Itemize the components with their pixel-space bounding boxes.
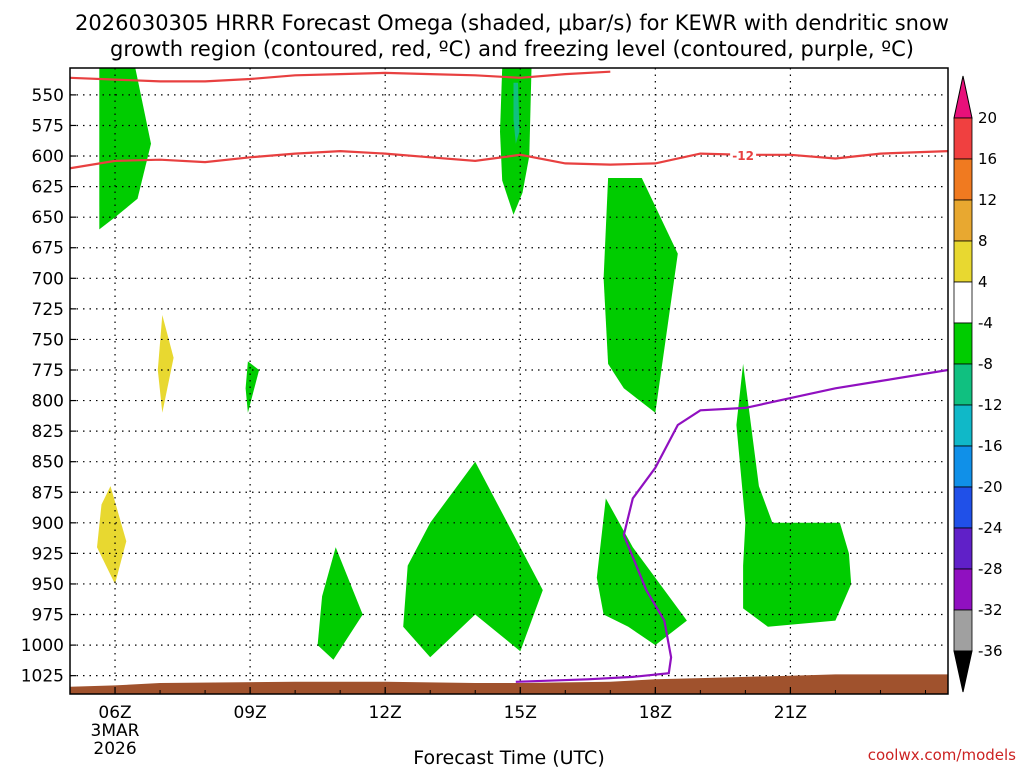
x-tick-label: 09Z <box>233 703 266 723</box>
colorbar-tick-label: 12 <box>978 191 997 209</box>
y-tick-label: 550 <box>32 86 64 106</box>
omega-region-9 <box>403 461 543 658</box>
colorbar-tick-label: 8 <box>978 232 988 250</box>
colorbar-segment <box>953 568 973 611</box>
y-tick-label: 850 <box>32 453 64 473</box>
x-tick-label: 15Z <box>504 703 537 723</box>
credit-link[interactable]: coolwx.com/models <box>868 746 1016 764</box>
x-tick-label: 06Z <box>98 703 131 723</box>
colorbar-segment <box>953 609 973 652</box>
omega-region-4 <box>603 178 678 413</box>
omega-region-5 <box>157 315 174 413</box>
terrain-ground <box>70 674 948 694</box>
colorbar-tick-label: -36 <box>978 642 1003 660</box>
colorbar-top-arrow <box>953 75 973 119</box>
y-tick-label: 625 <box>32 178 64 198</box>
colorbar-tick-label: 20 <box>978 109 997 127</box>
chart-title-line2: growth region (contoured, red, ºC) and f… <box>110 37 914 61</box>
omega-region-6 <box>245 361 260 413</box>
plot-frame <box>69 67 949 695</box>
y-tick-label: 1000 <box>21 636 64 656</box>
colorbar-tick-label: -16 <box>978 437 1003 455</box>
colorbar-tick-label: -12 <box>978 396 1003 414</box>
y-tick-label: 800 <box>32 392 64 412</box>
colorbar-segment <box>953 158 973 201</box>
date-label-year: 2026 <box>93 739 136 759</box>
y-tick-label: 600 <box>32 147 64 167</box>
time-axis: 06Z 09Z 12Z 15Z 18Z 21Z <box>69 687 926 723</box>
y-tick-label: 650 <box>32 208 64 228</box>
colorbar-tick-label: -28 <box>978 560 1003 578</box>
colorbar-segment <box>953 527 973 570</box>
omega-region-11 <box>736 363 852 627</box>
colorbar-segment <box>953 240 973 283</box>
colorbar-tick-label: -20 <box>978 478 1003 496</box>
plot-grid <box>70 68 948 694</box>
y-tick-label: 1025 <box>21 667 64 687</box>
contour-lines: -12 <box>70 70 948 683</box>
y-tick-label: 750 <box>32 330 64 350</box>
colorbar-segment <box>953 281 973 324</box>
colorbar-tick-label: -8 <box>978 355 993 373</box>
omega-region-3 <box>513 82 520 144</box>
colorbar-segment <box>953 199 973 242</box>
colorbar-segment <box>953 363 973 406</box>
date-label-month: 3MAR <box>91 721 140 741</box>
x-tick-label: 12Z <box>369 703 402 723</box>
y-tick-label: 575 <box>32 116 64 136</box>
y-tick-label: 975 <box>32 606 64 626</box>
omega-region-10 <box>596 498 687 646</box>
contour-label-bg <box>730 148 757 164</box>
pressure-axis: 550 575 600 625 650 675 700 725 750 775 800 825 850 8… <box>21 86 76 687</box>
y-tick-label: 925 <box>32 544 64 564</box>
y-tick-label: 725 <box>32 300 64 320</box>
x-tick-label: 21Z <box>774 703 807 723</box>
contour-label: -12 <box>732 149 754 163</box>
y-tick-label: 825 <box>32 422 64 442</box>
colorbar-segment <box>953 486 973 529</box>
omega-region-1 <box>99 68 151 230</box>
y-tick-label: 775 <box>32 361 64 381</box>
colorbar-segment <box>953 445 973 488</box>
colorbar-segment <box>953 117 973 160</box>
colorbar-tick-label: -24 <box>978 519 1003 537</box>
omega-region-7 <box>97 486 127 584</box>
colorbar-tick-label: -4 <box>978 314 993 332</box>
omega-colorbar: 20 16 12 8 4 -4 -8 -12 -16 -20 -24 -28 -32 -36 <box>953 75 1003 693</box>
terrain-fill <box>70 674 948 694</box>
freezing-level-contour <box>515 368 948 683</box>
omega-shaded-regions <box>97 68 852 660</box>
omega-region-8 <box>317 547 363 660</box>
y-tick-label: 900 <box>32 514 64 534</box>
x-tick-label: 18Z <box>639 703 672 723</box>
colorbar-bottom-arrow <box>953 650 973 693</box>
dgz-bottom-contour <box>70 149 948 170</box>
colorbar-tick-label: 16 <box>978 150 997 168</box>
colorbar-tick-label: 4 <box>978 273 988 291</box>
y-tick-label: 700 <box>32 269 64 289</box>
x-axis-label: Forecast Time (UTC) <box>413 747 604 768</box>
colorbar-segment <box>953 404 973 447</box>
dgz-top-contour <box>70 70 611 83</box>
y-tick-label: 875 <box>32 483 64 503</box>
y-tick-label: 950 <box>32 575 64 595</box>
colorbar-tick-label: -32 <box>978 601 1003 619</box>
colorbar-segment <box>953 322 973 365</box>
y-tick-label: 675 <box>32 239 64 259</box>
chart-title-line1: 2026030305 HRRR Forecast Omega (shaded, … <box>75 11 949 35</box>
